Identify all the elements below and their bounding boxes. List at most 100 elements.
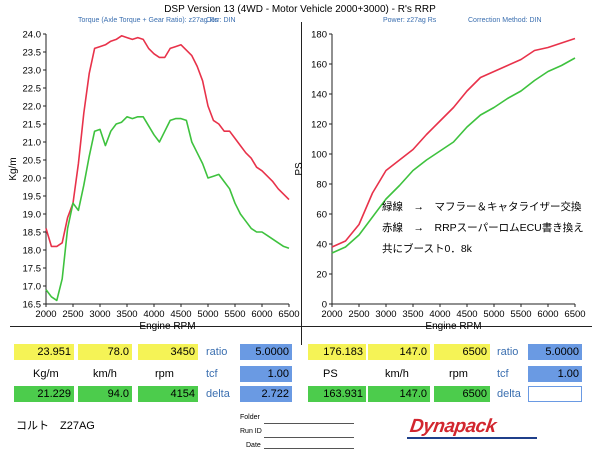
power-y-tick-label: 80	[316, 180, 327, 191]
torque-y-tick-label: 23.5	[23, 48, 42, 59]
power-compare-value: 163.931	[308, 386, 366, 402]
delta-value: 2.722	[240, 386, 292, 402]
chart-divider	[301, 22, 302, 345]
power-tcf-value: 1.00	[528, 366, 582, 382]
power-source-label: Power: z27ag Rs	[383, 17, 437, 24]
torque-compare-rpm: 4154	[138, 386, 198, 402]
torque-series-line-1	[45, 34, 290, 248]
runid-label: Run ID	[240, 428, 262, 435]
folder-label: Folder	[240, 414, 260, 421]
runid-field	[264, 427, 354, 438]
torque-x-tick-label: 2500	[62, 309, 83, 320]
report-title: DSP Version 13 (4WD - Motor Vehicle 2000…	[164, 4, 436, 15]
power-y-tick-label: 40	[316, 240, 327, 251]
dynapack-logo: Dynapack	[408, 416, 498, 437]
power-tcf-label: tcf	[497, 368, 509, 380]
power-max-kmh: 147.0	[368, 344, 430, 360]
annotation-green-line: 緑線 → マフラー＆キャタライザー交換	[382, 201, 582, 213]
torque-y-tick-label: 20.5	[23, 156, 42, 167]
delta-label: delta	[206, 388, 230, 400]
power-compare-kmh: 147.0	[368, 386, 430, 402]
torque-x-axis-label: Engine RPM	[139, 321, 195, 332]
power-delta-value	[528, 386, 582, 402]
power-max-value: 176.183	[308, 344, 366, 360]
torque-y-tick-label: 21.5	[23, 120, 42, 131]
torque-x-tick-label: 6000	[251, 309, 272, 320]
torque-y-tick-label: 18.0	[23, 246, 42, 257]
torque-x-tick-label: 6500	[278, 309, 299, 320]
power-series-line-1	[331, 37, 576, 248]
annotation-block: 緑線 → マフラー＆キャタライザー交換 赤線 → RRPスーパーロムECU書き換…	[382, 197, 584, 260]
torque-y-tick-label: 22.0	[23, 102, 42, 113]
torque-x-tick-label: 5500	[224, 309, 245, 320]
power-y-tick-label: 100	[311, 150, 327, 161]
kmh-unit: km/h	[93, 368, 117, 380]
vehicle-name: コルト Z27AG	[16, 420, 95, 432]
power-series-line-2	[331, 57, 576, 254]
torque-compare-kmh: 94.0	[78, 386, 132, 402]
charts-svg: 2000 2500 3000 3500 4000 4500 5000 5500 6000 6500…	[8, 30, 586, 333]
tcf-label: tcf	[206, 368, 218, 380]
power-rpm-unit: rpm	[449, 368, 468, 380]
torque-series-line-2	[45, 116, 290, 302]
power-y-tick-label: 180	[311, 30, 327, 41]
torque-y-tick-label: 16.5	[23, 300, 42, 311]
power-correction-label: Correction Method: DIN	[468, 17, 542, 24]
power-kmh-unit: km/h	[385, 368, 409, 380]
annotation-boost: 共にブースト0．8k	[382, 243, 472, 255]
torque-x-tick-label: 4000	[143, 309, 164, 320]
torque-x-tick-label: 3000	[89, 309, 110, 320]
torque-y-tick-label: 19.0	[23, 210, 42, 221]
date-label: Date	[246, 442, 261, 449]
power-x-tick-label: 4500	[456, 309, 477, 320]
power-chart: 2000 2500 3000 3500 4000 4500 5000 5500 6000 6500…	[294, 30, 586, 333]
torque-correction-label: Corr: DIN	[206, 17, 236, 24]
power-delta-label: delta	[497, 388, 521, 400]
power-ratio-value: 5.0000	[528, 344, 582, 360]
power-x-tick-label: 5500	[510, 309, 531, 320]
torque-y-tick-label: 18.5	[23, 228, 42, 239]
torque-y-tick-label: 17.0	[23, 282, 42, 293]
torque-y-tick-label: 21.0	[23, 138, 42, 149]
power-x-tick-label: 5000	[483, 309, 504, 320]
power-compare-rpm: 6500	[434, 386, 490, 402]
date-field	[264, 440, 354, 449]
rpm-unit: rpm	[155, 368, 174, 380]
power-y-tick-label: 140	[311, 90, 327, 101]
torque-y-tick-label: 19.5	[23, 192, 42, 203]
torque-x-tick-label: 2000	[35, 309, 56, 320]
power-y-tick-label: 0	[322, 300, 327, 311]
torque-compare-value: 21.229	[14, 386, 74, 402]
torque-y-tick-label: 23.0	[23, 66, 42, 77]
torque-max-kmh: 78.0	[78, 344, 132, 360]
torque-y-tick-label: 20.0	[23, 174, 42, 185]
torque-source-label: Torque (Axle Torque + Gear Ratio): z27ag…	[78, 17, 219, 24]
torque-unit: Kg/m	[33, 368, 59, 380]
power-x-tick-label: 3000	[375, 309, 396, 320]
folder-field	[264, 413, 354, 424]
power-y-tick-label: 120	[311, 120, 327, 131]
torque-max-value: 23.951	[14, 344, 74, 360]
torque-chart: 2000 2500 3000 3500 4000 4500 5000 5500 6000 6500…	[8, 30, 300, 333]
ratio-value: 5.0000	[240, 344, 292, 360]
power-y-tick-label: 20	[316, 270, 327, 281]
table-top-line	[10, 326, 592, 327]
torque-y-tick-label: 17.5	[23, 264, 42, 275]
torque-y-tick-label: 22.5	[23, 84, 42, 95]
torque-x-tick-label: 4500	[170, 309, 191, 320]
power-x-tick-label: 4000	[429, 309, 450, 320]
logo-underline	[407, 437, 537, 439]
torque-y-tick-label: 24.0	[23, 30, 42, 41]
power-unit: PS	[323, 368, 338, 380]
power-y-tick-label: 60	[316, 210, 327, 221]
torque-max-rpm: 3450	[138, 344, 198, 360]
power-x-axis-label: Engine RPM	[425, 321, 481, 332]
power-x-tick-label: 3500	[402, 309, 423, 320]
torque-x-tick-label: 3500	[116, 309, 137, 320]
power-ratio-label: ratio	[497, 346, 519, 358]
tcf-value: 1.00	[240, 366, 292, 382]
power-y-tick-label: 160	[311, 60, 327, 71]
annotation-red-line: 赤線 → RRPスーパーロムECU書き換え	[382, 222, 584, 234]
power-x-tick-label: 2000	[321, 309, 342, 320]
ratio-label: ratio	[206, 346, 228, 358]
